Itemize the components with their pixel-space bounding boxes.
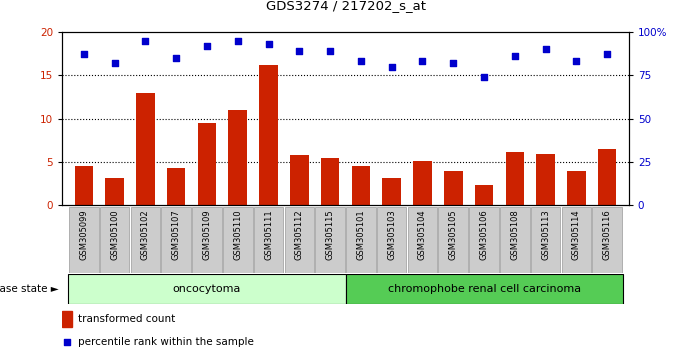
Text: disease state ►: disease state ► (0, 284, 59, 295)
Text: GSM305107: GSM305107 (171, 209, 180, 260)
Bar (500, 207, 530, 273)
Bar (68, 274, 346, 304)
Text: GSM305110: GSM305110 (234, 209, 243, 260)
Bar (536, 154, 555, 205)
Bar (192, 207, 222, 273)
Text: GDS3274 / 217202_s_at: GDS3274 / 217202_s_at (265, 0, 426, 12)
Bar (167, 168, 185, 205)
Bar (469, 207, 499, 273)
Point (109, 60, 120, 66)
Text: GSM305115: GSM305115 (325, 209, 334, 260)
Bar (198, 123, 216, 205)
Point (386, 64, 397, 69)
Bar (346, 274, 623, 304)
Text: transformed count: transformed count (78, 314, 176, 325)
Bar (223, 207, 252, 273)
Point (171, 55, 182, 61)
Bar (592, 207, 622, 273)
Point (355, 58, 366, 64)
Text: GSM305109: GSM305109 (202, 209, 211, 260)
Bar (229, 110, 247, 205)
Bar (408, 207, 437, 273)
Text: oncocytoma: oncocytoma (173, 284, 241, 295)
Bar (290, 155, 309, 205)
Bar (285, 207, 314, 273)
Text: GSM305111: GSM305111 (264, 209, 273, 260)
Text: GSM305116: GSM305116 (603, 209, 612, 260)
Bar (315, 207, 345, 273)
Bar (567, 171, 586, 205)
Bar (131, 207, 160, 273)
Bar (413, 161, 432, 205)
Text: GSM305106: GSM305106 (480, 209, 489, 260)
Point (571, 58, 582, 64)
Bar (162, 207, 191, 273)
Bar (136, 93, 155, 205)
Point (448, 60, 459, 66)
Point (325, 48, 336, 54)
Bar (69, 207, 99, 273)
Bar (352, 166, 370, 205)
Bar (321, 158, 339, 205)
Text: GSM305113: GSM305113 (541, 209, 550, 260)
Point (540, 46, 551, 52)
Bar (531, 207, 560, 273)
Bar (62, 311, 73, 327)
Text: GSM305105: GSM305105 (448, 209, 457, 260)
Bar (382, 178, 401, 205)
Bar (439, 207, 468, 273)
Text: chromophobe renal cell carcinoma: chromophobe renal cell carcinoma (388, 284, 580, 295)
Bar (444, 171, 462, 205)
Point (232, 38, 243, 44)
Text: GSM305103: GSM305103 (387, 209, 396, 260)
Point (201, 43, 212, 48)
Text: GSM305104: GSM305104 (418, 209, 427, 260)
Text: GSM305101: GSM305101 (357, 209, 366, 260)
Text: GSM305112: GSM305112 (295, 209, 304, 260)
Text: GSM305114: GSM305114 (572, 209, 581, 260)
Point (417, 58, 428, 64)
Bar (346, 207, 376, 273)
Point (263, 41, 274, 47)
Bar (598, 149, 616, 205)
Point (479, 74, 490, 80)
Point (602, 52, 613, 57)
Text: GSM305102: GSM305102 (141, 209, 150, 260)
Text: GSM305100: GSM305100 (110, 209, 119, 260)
Point (140, 38, 151, 44)
Bar (105, 178, 124, 205)
Point (294, 48, 305, 54)
Text: GSM305099: GSM305099 (79, 209, 88, 260)
Text: GSM305108: GSM305108 (511, 209, 520, 260)
Bar (259, 65, 278, 205)
Point (61, 339, 73, 345)
Text: percentile rank within the sample: percentile rank within the sample (78, 337, 254, 347)
Bar (506, 153, 524, 205)
Bar (100, 207, 129, 273)
Bar (254, 207, 283, 273)
Bar (377, 207, 406, 273)
Bar (75, 166, 93, 205)
Bar (475, 185, 493, 205)
Point (509, 53, 520, 59)
Point (78, 52, 89, 57)
Bar (562, 207, 591, 273)
